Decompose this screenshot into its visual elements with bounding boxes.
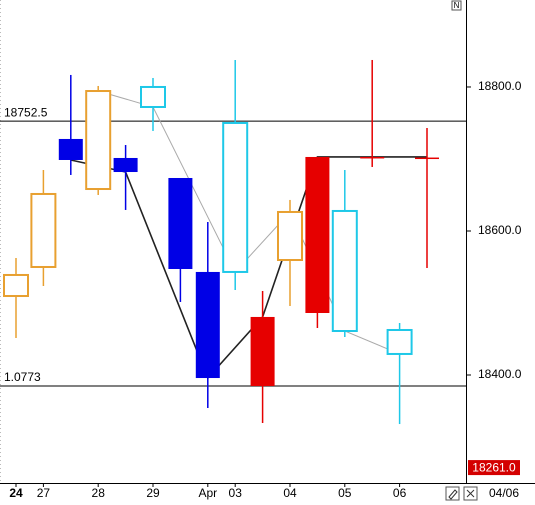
candle-body — [222, 121, 249, 273]
x-tick-label: 24 — [9, 486, 23, 500]
candle-body — [30, 192, 57, 268]
x-tick-label: 04 — [283, 486, 297, 500]
candle-body — [195, 271, 220, 379]
last-price-box — [468, 460, 520, 476]
x-tick-label: 03 — [229, 486, 243, 500]
horizontal-line-label: 18752.5 — [4, 105, 48, 119]
candle-body — [305, 156, 330, 313]
last-price-label: 18261.0 — [472, 460, 516, 474]
candle-body — [386, 328, 413, 355]
x-tick-label: 06 — [393, 486, 407, 500]
candle-body — [360, 156, 385, 159]
x-end-label: 04/06 — [489, 486, 519, 500]
candle-body — [140, 85, 166, 108]
x-tick-label: 28 — [92, 486, 106, 500]
candle-body — [113, 157, 138, 173]
y-tick-label: 18800.0 — [478, 79, 522, 93]
candle-body — [277, 210, 303, 262]
y-tick-label: 18600.0 — [478, 223, 522, 237]
candle-body — [415, 157, 439, 160]
candle-body — [168, 177, 193, 270]
candle-body — [3, 273, 29, 298]
tool-icons[interactable] — [445, 486, 478, 501]
x-tick-label: 29 — [146, 486, 160, 500]
candle-body — [58, 138, 83, 160]
y-tick-label: 18400.0 — [478, 367, 522, 381]
x-tick-label: Apr — [198, 486, 217, 500]
corner-button-label[interactable]: N — [454, 1, 460, 10]
candle-body — [331, 209, 358, 333]
horizontal-line-label: 1.0773 — [4, 370, 41, 384]
x-tick-label: 27 — [37, 486, 51, 500]
candle-body — [85, 90, 112, 191]
x-tick-label: 05 — [338, 486, 352, 500]
lock-glyph — [466, 489, 475, 498]
candle-body — [250, 316, 275, 387]
edit-glyph — [448, 489, 458, 500]
corner-button[interactable] — [451, 0, 462, 11]
